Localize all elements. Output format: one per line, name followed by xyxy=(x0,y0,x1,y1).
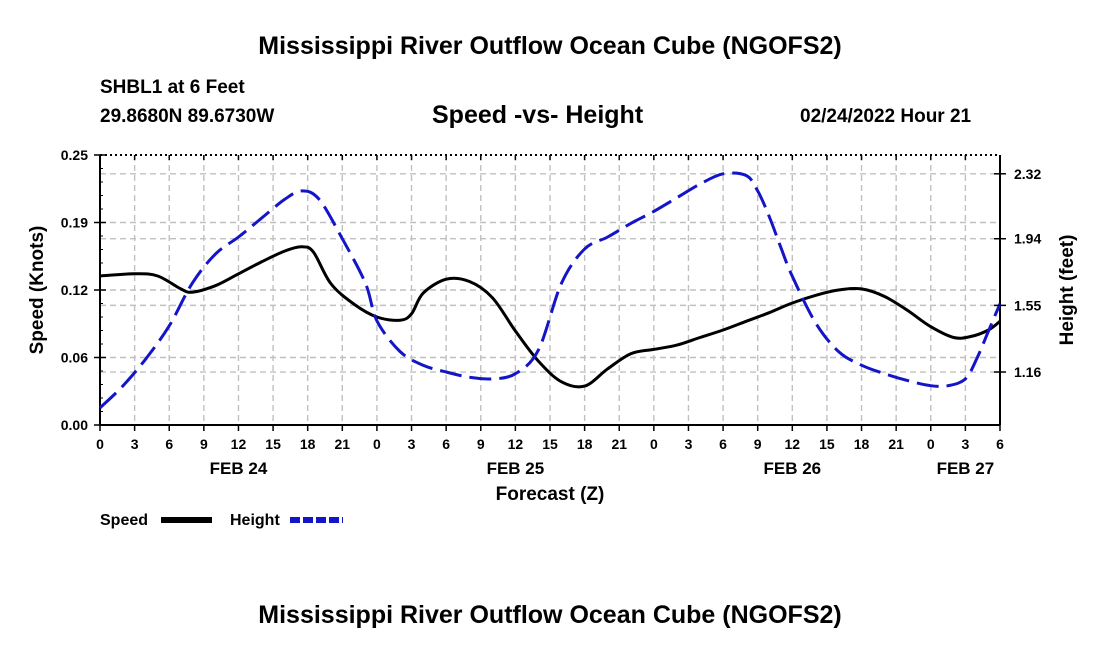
forecast-datetime: 02/24/2022 Hour 21 xyxy=(800,106,972,127)
y2-tick-label: 2.32 xyxy=(1014,166,1041,182)
date-label: FEB 24 xyxy=(210,459,268,478)
x-tick-label: 21 xyxy=(611,436,627,452)
y2-tick-label: 1.16 xyxy=(1014,364,1041,380)
x-tick-label: 15 xyxy=(819,436,835,452)
station-label: SHBL1 at 6 Feet xyxy=(100,77,245,98)
x-tick-label: 0 xyxy=(96,436,104,452)
x-tick-label: 18 xyxy=(854,436,870,452)
x-tick-label: 3 xyxy=(131,436,139,452)
x-tick-label: 3 xyxy=(685,436,693,452)
station-coordinates: 29.8680N 89.6730W xyxy=(100,106,275,127)
x-tick-label: 12 xyxy=(508,436,524,452)
axes: 0.00 0.06 0.12 0.19 0.25 1.16 1.55 1.94 2.32 0 3 6 9… xyxy=(27,147,1078,505)
x-tick-label: 9 xyxy=(200,436,208,452)
x-tick-label: 6 xyxy=(165,436,173,452)
series-lines xyxy=(98,171,1002,409)
x-tick-label: 0 xyxy=(373,436,381,452)
y2-tick-label: 1.55 xyxy=(1014,297,1041,313)
x-tick-label: 3 xyxy=(961,436,969,452)
x-tick-label: 18 xyxy=(300,436,316,452)
x-tick-label: 6 xyxy=(719,436,727,452)
speed-series-line xyxy=(99,245,1001,389)
x-tick-label: 21 xyxy=(888,436,904,452)
x-tick-label: 15 xyxy=(542,436,558,452)
y-tick-label: 0.00 xyxy=(61,417,88,433)
date-label: FEB 26 xyxy=(763,459,821,478)
x-tick-label: 3 xyxy=(408,436,416,452)
y-tick-label: 0.12 xyxy=(61,282,88,298)
x-tick-label: 9 xyxy=(754,436,762,452)
legend-label-height: Height xyxy=(230,512,280,529)
x-tick-label: 18 xyxy=(577,436,593,452)
legend-label-speed: Speed xyxy=(100,512,148,529)
x-tick-label: 6 xyxy=(442,436,450,452)
x-tick-label: 9 xyxy=(477,436,485,452)
legend: Speed Height xyxy=(100,512,343,529)
y-tick-label: 0.06 xyxy=(61,350,88,366)
x-tick-label: 15 xyxy=(265,436,281,452)
chart-title: Mississippi River Outflow Ocean Cube (NG… xyxy=(258,32,842,60)
x-tick-label: 12 xyxy=(231,436,247,452)
x-tick-label: 21 xyxy=(335,436,351,452)
y-tick-label: 0.25 xyxy=(61,147,88,163)
y-tick-label: 0.19 xyxy=(61,215,88,231)
chart-subtitle: Speed -vs- Height xyxy=(432,101,644,129)
x-tick-label: 12 xyxy=(785,436,801,452)
x-tick-label: 6 xyxy=(996,436,1004,452)
date-label: FEB 27 xyxy=(937,459,995,478)
y-axis-title: Speed (Knots) xyxy=(27,226,48,355)
y2-axis-title: Height (feet) xyxy=(1057,235,1078,346)
x-tick-label: 0 xyxy=(650,436,658,452)
y2-tick-label: 1.94 xyxy=(1014,231,1041,247)
x-tick-label: 0 xyxy=(927,436,935,452)
height-series-line xyxy=(98,171,1002,409)
footer-title: Mississippi River Outflow Ocean Cube (NG… xyxy=(258,601,842,629)
date-label: FEB 25 xyxy=(487,459,545,478)
x-axis-title: Forecast (Z) xyxy=(496,484,605,505)
